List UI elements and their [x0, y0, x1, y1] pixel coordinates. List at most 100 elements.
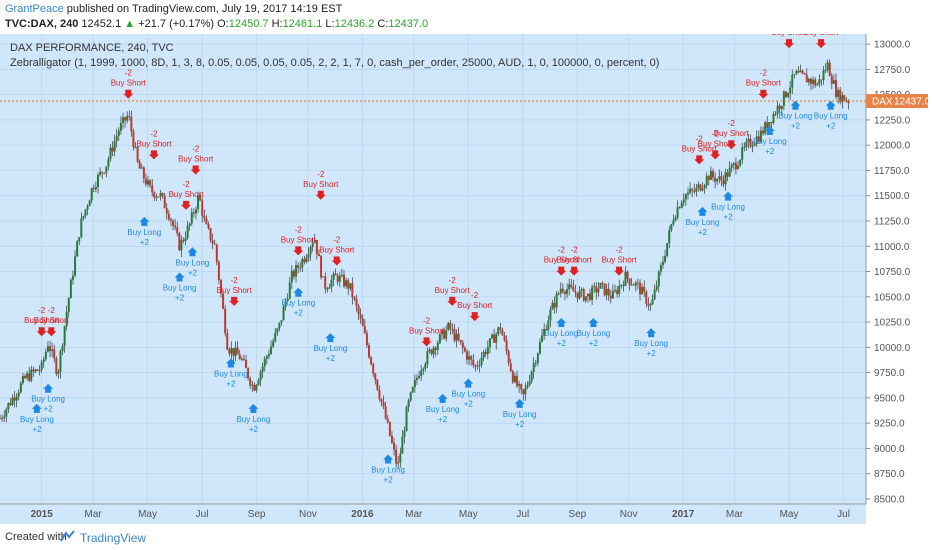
signal-label: Buy Short: [281, 235, 317, 244]
y-tick-label: 8500.0: [874, 494, 905, 505]
candle-body: [741, 147, 744, 160]
candle-body: [639, 282, 642, 295]
candle-body: [743, 146, 746, 148]
price-axis[interactable]: 8500.0 8750.0 9000.0 9250.0 9500.0 9750.0 1000…: [865, 34, 911, 505]
buy-arrow-icon: [43, 383, 54, 393]
y-tick-label: 11000.0: [874, 242, 910, 253]
signal-qty: +2: [698, 228, 708, 237]
candle-body: [282, 306, 285, 321]
candle-body: [71, 275, 74, 280]
candle-body: [295, 265, 298, 277]
chart-area[interactable]: -2 Buy Short -2 Buy Short Buy Long +2 Buy Long…: [0, 18, 932, 524]
candle-body: [188, 223, 191, 226]
candle-body: [30, 369, 33, 381]
candle-body: [86, 206, 89, 210]
candle-body: [653, 289, 656, 300]
candle-body: [597, 288, 600, 293]
candle-body: [541, 335, 544, 342]
candle-body: [247, 368, 250, 379]
candle-body: [51, 349, 54, 352]
candle-body: [69, 279, 72, 299]
candle-body: [109, 147, 112, 160]
candle-body: [513, 375, 516, 383]
candle-body: [755, 136, 758, 145]
candle-body: [153, 192, 156, 198]
candle-body: [65, 311, 68, 327]
candle-body: [484, 351, 487, 355]
signal-qty: +2: [44, 405, 54, 414]
y-tick-label: 12250.0: [874, 115, 911, 126]
signal-qty: -2: [423, 316, 431, 325]
candle-body: [284, 301, 287, 307]
sell-arrow-icon: [181, 200, 192, 210]
candle-body: [670, 224, 673, 231]
candle-body: [655, 286, 658, 290]
candle-body: [330, 279, 333, 288]
candle-body: [651, 299, 654, 305]
candle-body: [799, 70, 802, 73]
study-legend[interactable]: Zebralligator (1, 1999, 1000, 8D, 1, 3, …: [10, 57, 659, 69]
candle-body: [776, 105, 779, 114]
candle-body: [384, 406, 387, 419]
candle-body: [772, 113, 775, 123]
candle-body: [818, 79, 821, 85]
signal-qty: +2: [32, 425, 42, 434]
candle-body: [13, 397, 16, 401]
candle-body: [413, 380, 416, 388]
candle-body: [415, 378, 418, 381]
candle-body: [455, 333, 458, 341]
candle-body: [67, 298, 70, 312]
candle-body: [349, 283, 352, 289]
candle-body: [311, 242, 314, 247]
candle-body: [359, 314, 362, 319]
y-tick-label: 10250.0: [874, 318, 911, 329]
candles: [0, 59, 850, 469]
signal-label: Buy Short: [111, 79, 147, 88]
buy-arrow-icon: [31, 403, 42, 413]
signal-label: Buy Long: [163, 284, 197, 293]
sell-arrow-icon: [784, 39, 795, 49]
candle-body: [784, 91, 787, 97]
candle-body: [144, 178, 147, 185]
buy-arrow-icon: [325, 333, 336, 343]
candle-body: [453, 329, 456, 341]
candle-body: [778, 105, 781, 109]
candle-body: [211, 240, 214, 244]
candle-body: [270, 346, 273, 354]
candle-body: [847, 100, 850, 104]
signal-qty: -2: [150, 129, 158, 138]
candle-body: [147, 180, 150, 185]
candle-body: [545, 329, 548, 331]
candle-body: [286, 298, 289, 302]
candle-body: [566, 289, 569, 294]
candle-body: [368, 345, 371, 358]
tradingview-brand-link[interactable]: TradingView: [80, 531, 147, 545]
candle-body: [424, 364, 427, 369]
sell-arrow-icon: [293, 246, 304, 256]
x-tick-label: Mar: [84, 509, 102, 520]
x-tick-label: Sep: [568, 509, 586, 520]
candle-body: [340, 274, 343, 276]
price-tag-value: 12437.0: [894, 97, 931, 108]
candle-body: [32, 369, 35, 372]
candle-body: [351, 283, 354, 298]
candle-body: [328, 287, 331, 289]
buy-arrow-icon: [187, 247, 198, 257]
signal-label: Buy Long: [544, 329, 578, 338]
candle-body: [574, 291, 577, 293]
author-link[interactable]: GrantPeace: [5, 3, 64, 15]
signal-label: Buy Long: [634, 339, 668, 348]
candle-body: [165, 208, 168, 214]
time-axis[interactable]: 2015 Mar May Jul Sep Nov 2016 Mar May Jul Sep Nov 20…: [0, 503, 866, 520]
candle-body: [701, 188, 704, 191]
candle-body: [53, 349, 56, 359]
candle-body: [807, 78, 810, 83]
candle-body: [524, 387, 527, 395]
candle-body: [820, 79, 823, 81]
sell-arrow-icon: [556, 266, 567, 276]
signal-qty: +2: [515, 420, 525, 429]
candle-body: [301, 259, 304, 268]
close-label: C:: [377, 18, 389, 30]
price-chart[interactable]: -2 Buy Short -2 Buy Short Buy Long +2 Buy Long…: [0, 18, 932, 524]
signal-qty: +2: [249, 425, 259, 434]
